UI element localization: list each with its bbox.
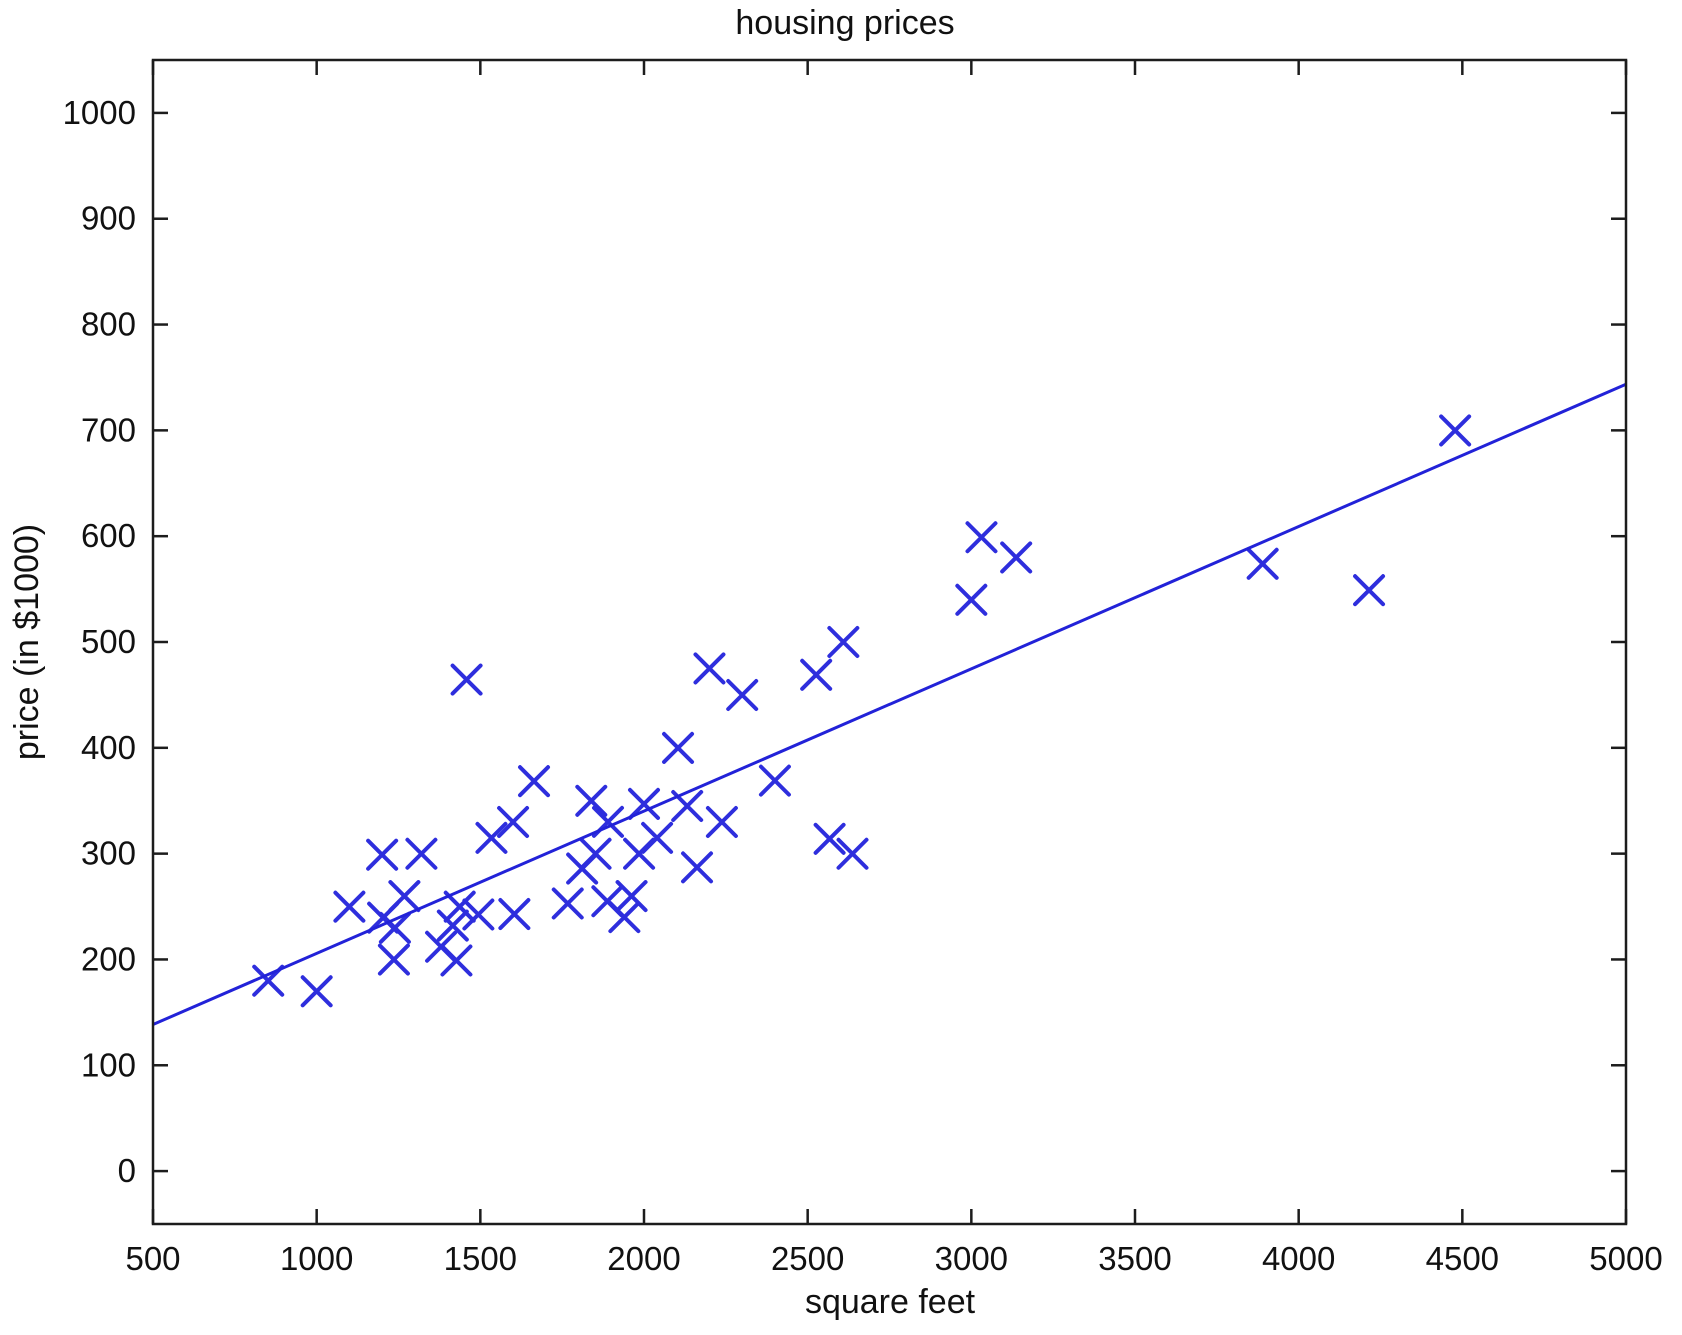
data-point-marker xyxy=(726,679,759,712)
chart-title: housing prices xyxy=(735,4,954,42)
x-tick-label: 1500 xyxy=(444,1240,517,1277)
y-tick-label: 1000 xyxy=(63,94,136,131)
data-point-marker xyxy=(615,880,648,913)
data-point-marker xyxy=(705,805,738,838)
y-axis-label: price (in $1000) xyxy=(8,524,46,760)
data-point-marker xyxy=(662,731,695,764)
data-point-marker xyxy=(378,911,411,944)
data-point-marker xyxy=(628,787,660,820)
x-axis-label: square feet xyxy=(805,1283,976,1321)
data-point-marker xyxy=(388,880,421,913)
x-tick-label: 4000 xyxy=(1262,1240,1335,1277)
data-point-marker xyxy=(681,851,714,884)
data-point-marker xyxy=(1000,541,1033,574)
y-tick-label: 600 xyxy=(81,517,136,554)
data-point-marker xyxy=(965,521,998,554)
data-point-marker xyxy=(579,837,612,870)
data-point-marker xyxy=(836,837,869,870)
data-point-marker xyxy=(377,943,410,976)
data-point-marker xyxy=(955,583,988,616)
data-point-marker xyxy=(497,805,530,838)
x-tick-label: 5000 xyxy=(1589,1240,1662,1277)
data-point-marker xyxy=(498,898,531,931)
y-tick-label: 500 xyxy=(81,623,136,660)
plot-frame xyxy=(151,58,1628,1226)
y-tick-label: 900 xyxy=(81,200,136,237)
data-point-marker xyxy=(575,784,608,817)
data-point-marker xyxy=(641,821,674,854)
y-tick-label: 400 xyxy=(81,729,136,766)
data-point-marker xyxy=(813,822,846,855)
data-point-marker xyxy=(333,890,366,923)
data-point-marker xyxy=(443,890,476,923)
y-tick-label: 800 xyxy=(81,306,136,343)
y-tick-label: 100 xyxy=(81,1046,136,1083)
data-point-marker xyxy=(758,764,791,797)
data-point-marker xyxy=(300,975,333,1008)
data-point-marker xyxy=(440,944,473,977)
data-point-marker xyxy=(436,909,469,942)
y-tick-label: 200 xyxy=(81,940,136,977)
x-tick-label: 3500 xyxy=(1098,1240,1171,1277)
x-tick-label: 3000 xyxy=(935,1240,1008,1277)
data-point-marker xyxy=(693,652,726,685)
x-tick-label: 500 xyxy=(125,1240,180,1277)
regression-line xyxy=(152,382,1627,1026)
data-point-marker xyxy=(608,901,641,934)
data-point-marker xyxy=(462,898,495,931)
data-point-marker xyxy=(450,663,483,696)
x-tick-label: 4500 xyxy=(1426,1240,1499,1277)
data-point-marker xyxy=(1353,574,1386,607)
data-point-marker xyxy=(551,887,584,920)
data-point-marker xyxy=(1439,414,1472,447)
data-point-marker xyxy=(405,837,438,870)
data-point-marker xyxy=(475,821,508,854)
data-point-marker xyxy=(827,626,860,658)
data-point-marker xyxy=(366,838,399,871)
x-tick-label: 2500 xyxy=(771,1240,844,1277)
y-tick-label: 700 xyxy=(81,411,136,448)
data-point-marker xyxy=(800,658,833,691)
x-tick-label: 1000 xyxy=(280,1240,353,1277)
y-tick-label: 0 xyxy=(118,1152,136,1189)
x-tick-label: 2000 xyxy=(607,1240,680,1277)
data-point-marker xyxy=(518,765,551,798)
data-point-marker xyxy=(1246,547,1279,580)
y-tick-label: 300 xyxy=(81,835,136,872)
